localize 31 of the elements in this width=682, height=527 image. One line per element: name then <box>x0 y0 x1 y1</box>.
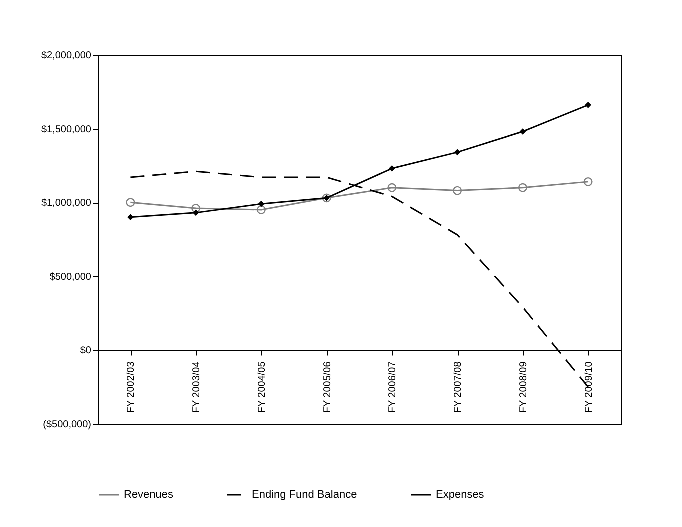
x-tick-label: FY 2008/09 <box>518 361 530 414</box>
point <box>128 214 134 221</box>
x-tick-label: FY 2004/05 <box>256 361 268 414</box>
legend-label: Expenses <box>436 489 485 501</box>
x-tick-label: FY 2006/07 <box>388 361 399 414</box>
x-tick-label: FY 2007/08 <box>453 361 464 414</box>
point <box>454 149 461 156</box>
point <box>518 183 528 192</box>
point <box>192 210 200 216</box>
point <box>453 186 462 196</box>
point <box>389 165 396 172</box>
point <box>126 198 136 208</box>
y-tick-label: $0 <box>80 346 92 357</box>
y-tick-label: $1,000,000 <box>41 198 92 210</box>
y-tick-label: $500,000 <box>50 272 92 283</box>
legend-label: Ending Fund Balance <box>252 489 358 501</box>
x-tick-label: FY 2005/06 <box>322 361 334 414</box>
x-tick-label: FY 2002/03 <box>126 361 138 414</box>
y-tick-label: ($500,000) <box>43 420 92 430</box>
x-tick-label: FY 2003/04 <box>192 361 203 414</box>
point <box>584 177 593 186</box>
y-tick-label: $2,000,000 <box>41 50 92 62</box>
point <box>192 204 201 213</box>
point <box>585 102 592 108</box>
point <box>388 183 397 192</box>
point <box>520 128 526 135</box>
legend-label: Revenues <box>124 489 174 501</box>
x-tick-label: FY 2009/10 <box>584 361 595 414</box>
point <box>256 206 266 214</box>
y-tick-label: $1,500,000 <box>41 124 92 136</box>
point <box>258 200 265 208</box>
